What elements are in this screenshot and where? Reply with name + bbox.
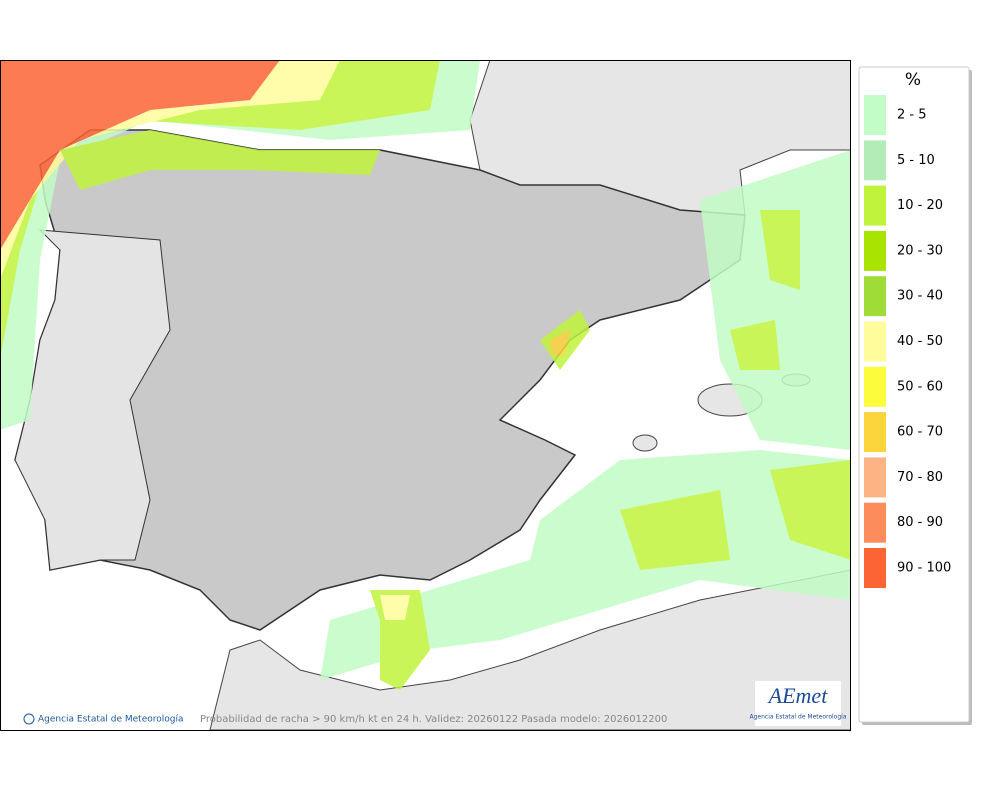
- legend-swatch: [864, 502, 886, 543]
- logo-name: Agencia Estatal de Meteorología: [750, 714, 847, 721]
- legend-label: 10 - 20: [897, 198, 943, 213]
- legend-swatch: [864, 321, 886, 362]
- copyright-icon: [23, 713, 35, 725]
- legend-swatch: [864, 366, 886, 407]
- legend-label: 40 - 50: [897, 334, 943, 349]
- legend-items: 2 - 5 5 - 10 10 - 20 20 - 30 30 - 40 40 - 50 5…: [864, 95, 951, 588]
- legend-label: 90 - 100: [897, 561, 951, 576]
- legend-swatch: [864, 276, 886, 317]
- caption: Probabilidad de racha > 90 km/h kt en 24…: [200, 714, 667, 725]
- legend: [858, 66, 970, 723]
- legend-label: 30 - 40: [897, 289, 943, 304]
- legend-swatch: [864, 140, 886, 181]
- credit: Agencia Estatal de Meteorología: [38, 715, 184, 725]
- map-frame: [0, 60, 851, 731]
- legend-label: 2 - 5: [897, 108, 927, 123]
- legend-label: 50 - 60: [897, 379, 943, 394]
- africa: [209, 569, 851, 730]
- legend-label: 80 - 90: [897, 515, 943, 530]
- legend-title: %: [905, 70, 921, 90]
- map: [1, 60, 851, 730]
- logo-mark: AEmet: [767, 683, 829, 708]
- legend-swatch: [864, 457, 886, 498]
- legend-label: 5 - 10: [897, 153, 935, 168]
- logo-box: [755, 681, 841, 726]
- ibiza: [632, 434, 658, 452]
- portugal: [14, 229, 171, 571]
- legend-label: 60 - 70: [897, 425, 943, 440]
- legend-label: 20 - 30: [897, 243, 943, 258]
- legend-swatch: [864, 185, 886, 226]
- probability-field: [1, 60, 851, 690]
- legend-swatch: [864, 95, 886, 135]
- legend-swatch: [864, 230, 886, 271]
- legend-swatch: [864, 412, 886, 453]
- legend-label: 70 - 80: [897, 470, 943, 485]
- legend-swatch: [864, 548, 886, 588]
